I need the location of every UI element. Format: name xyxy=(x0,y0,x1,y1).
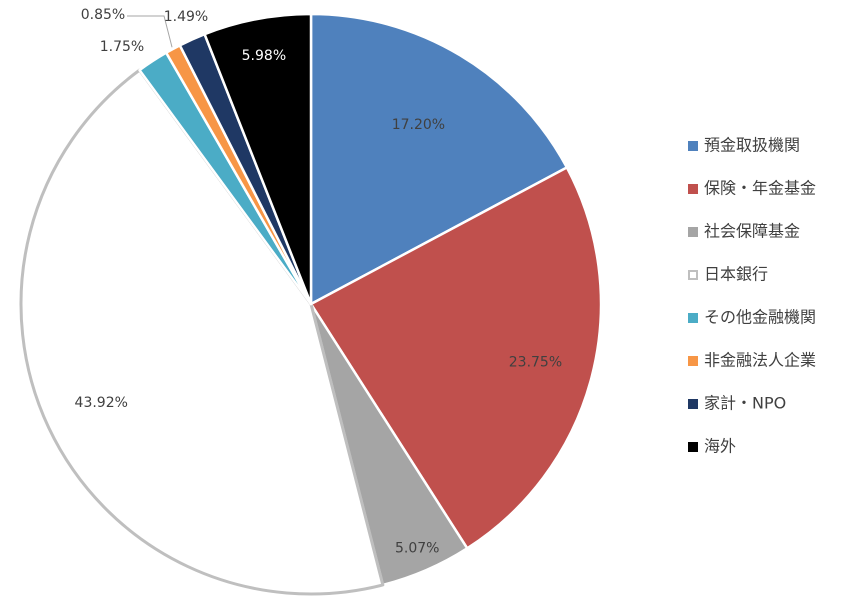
data-labels: 17.20% 23.75% 5.07% 43.92% 1.75% 0.85% 1.49% 5.… xyxy=(75,7,563,557)
legend-label-8: 海外 xyxy=(704,437,736,456)
legend-marker-7 xyxy=(688,399,698,409)
data-label-3: 5.07% xyxy=(395,541,439,557)
legend-marker-5 xyxy=(688,313,698,323)
legend-marker-8 xyxy=(688,442,698,452)
legend-label-4: 日本銀行 xyxy=(704,265,768,284)
legend-label-6: 非金融法人企業 xyxy=(704,351,816,370)
data-label-6: 0.85% xyxy=(81,7,125,23)
data-label-4: 43.92% xyxy=(75,395,128,411)
leader-lines xyxy=(127,15,173,48)
leader-line-6 xyxy=(127,15,173,48)
pie-slice-2 xyxy=(309,166,603,550)
pie-slice-1 xyxy=(309,12,569,306)
legend-marker-1 xyxy=(688,141,698,151)
legend-label-2: 保険・年金基金 xyxy=(704,179,816,198)
legend-marker-2 xyxy=(688,184,698,194)
data-label-2: 23.75% xyxy=(509,355,562,371)
legend-label-5: その他金融機関 xyxy=(704,308,816,327)
legend-marker-6 xyxy=(688,356,698,366)
data-label-5: 1.75% xyxy=(100,39,144,55)
legend-label-7: 家計・NPO xyxy=(704,394,786,413)
legend-marker-4 xyxy=(688,270,698,280)
data-label-8: 5.98% xyxy=(242,48,286,64)
pie-slices xyxy=(19,12,603,596)
pie-slice-8 xyxy=(203,12,313,306)
legend: 預金取扱機関保険・年金基金社会保障基金日本銀行その他金融機関非金融法人企業家計・… xyxy=(688,136,816,456)
pie-slice-4 xyxy=(19,68,385,596)
legend-label-3: 社会保障基金 xyxy=(704,222,800,241)
data-label-7: 1.49% xyxy=(164,9,208,25)
data-label-1: 17.20% xyxy=(392,117,445,133)
legend-label-1: 預金取扱機関 xyxy=(704,136,800,155)
legend-marker-3 xyxy=(688,227,698,237)
